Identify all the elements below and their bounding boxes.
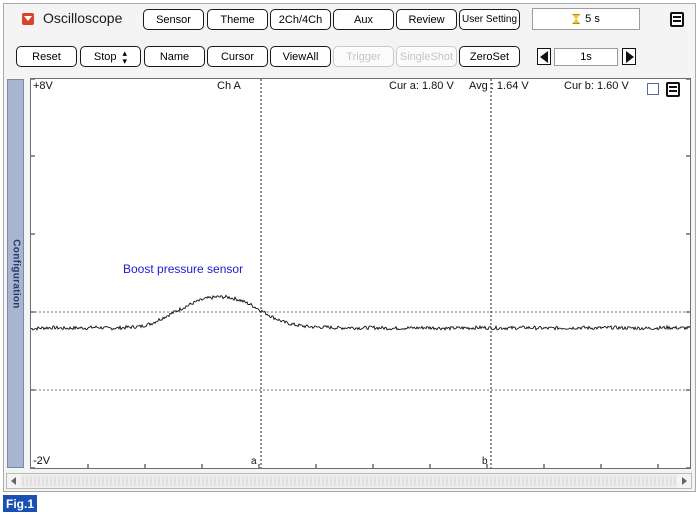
configuration-tab[interactable]: Configuration [7, 79, 24, 468]
app-title: Oscilloscope [43, 10, 123, 26]
figure-label: Fig.1 [3, 495, 37, 512]
channel-label: Ch A [217, 80, 241, 92]
horizontal-scrollbar[interactable] [6, 473, 692, 489]
reset-button[interactable]: Reset [16, 46, 77, 67]
signal-trace [31, 294, 690, 332]
scrollbar-track[interactable] [22, 476, 676, 486]
timebase-increase-icon[interactable] [622, 48, 636, 65]
record-timer: 5 s [532, 8, 640, 30]
timer-value: 5 s [585, 13, 600, 25]
channel-mode-button[interactable]: 2Ch/4Ch [270, 9, 331, 30]
review-button[interactable]: Review [396, 9, 457, 30]
cursor-a-marker[interactable]: a [251, 456, 257, 467]
viewall-button[interactable]: ViewAll [270, 46, 331, 67]
y-axis-min-label: -2V [33, 455, 51, 467]
timebase-value: 1s [554, 48, 618, 66]
timebase-decrease-icon[interactable] [537, 48, 551, 65]
scope-plot-canvas [31, 79, 690, 468]
cursor-b-readout: Cur b: 1.60 V [564, 80, 629, 92]
signal-label: Boost pressure sensor [123, 262, 244, 276]
main-menu-icon[interactable] [670, 12, 684, 27]
configuration-tab-label: Configuration [10, 238, 21, 309]
cursor-button[interactable]: Cursor [207, 46, 268, 67]
cursor-a-readout: Cur a: 1.80 V [389, 80, 454, 92]
plot-ticks [31, 79, 690, 468]
scroll-left-icon[interactable] [7, 474, 21, 488]
cursor-b-marker[interactable]: b [482, 456, 488, 467]
name-button[interactable]: Name [144, 46, 205, 67]
sensor-button[interactable]: Sensor [143, 9, 204, 30]
scroll-right-icon[interactable] [677, 474, 691, 488]
overlay-checkbox[interactable] [647, 83, 659, 95]
stop-select[interactable]: Stop ▴ ▾ [80, 46, 141, 67]
zeroset-button[interactable]: ZeroSet [459, 46, 520, 67]
hourglass-icon [572, 14, 581, 24]
singleshot-button[interactable]: SingleShot [396, 46, 457, 67]
stop-label: Stop [93, 50, 117, 63]
plot-grid [31, 311, 690, 391]
y-axis-max-label: +8V [33, 80, 53, 92]
plot-menu-icon[interactable] [666, 82, 680, 97]
trigger-button[interactable]: Trigger [333, 46, 394, 67]
user-setting-button[interactable]: User Setting [459, 9, 520, 30]
theme-button[interactable]: Theme [207, 9, 268, 30]
average-readout: Avg : 1.64 V [469, 80, 529, 92]
aux-button[interactable]: Aux [333, 9, 394, 30]
scope-plot[interactable]: +8V Ch A Cur a: 1.80 V Avg : 1.64 V Cur … [30, 78, 691, 469]
updown-chevron-icon: ▴ ▾ [122, 47, 128, 66]
app-menu-icon[interactable] [22, 13, 34, 25]
